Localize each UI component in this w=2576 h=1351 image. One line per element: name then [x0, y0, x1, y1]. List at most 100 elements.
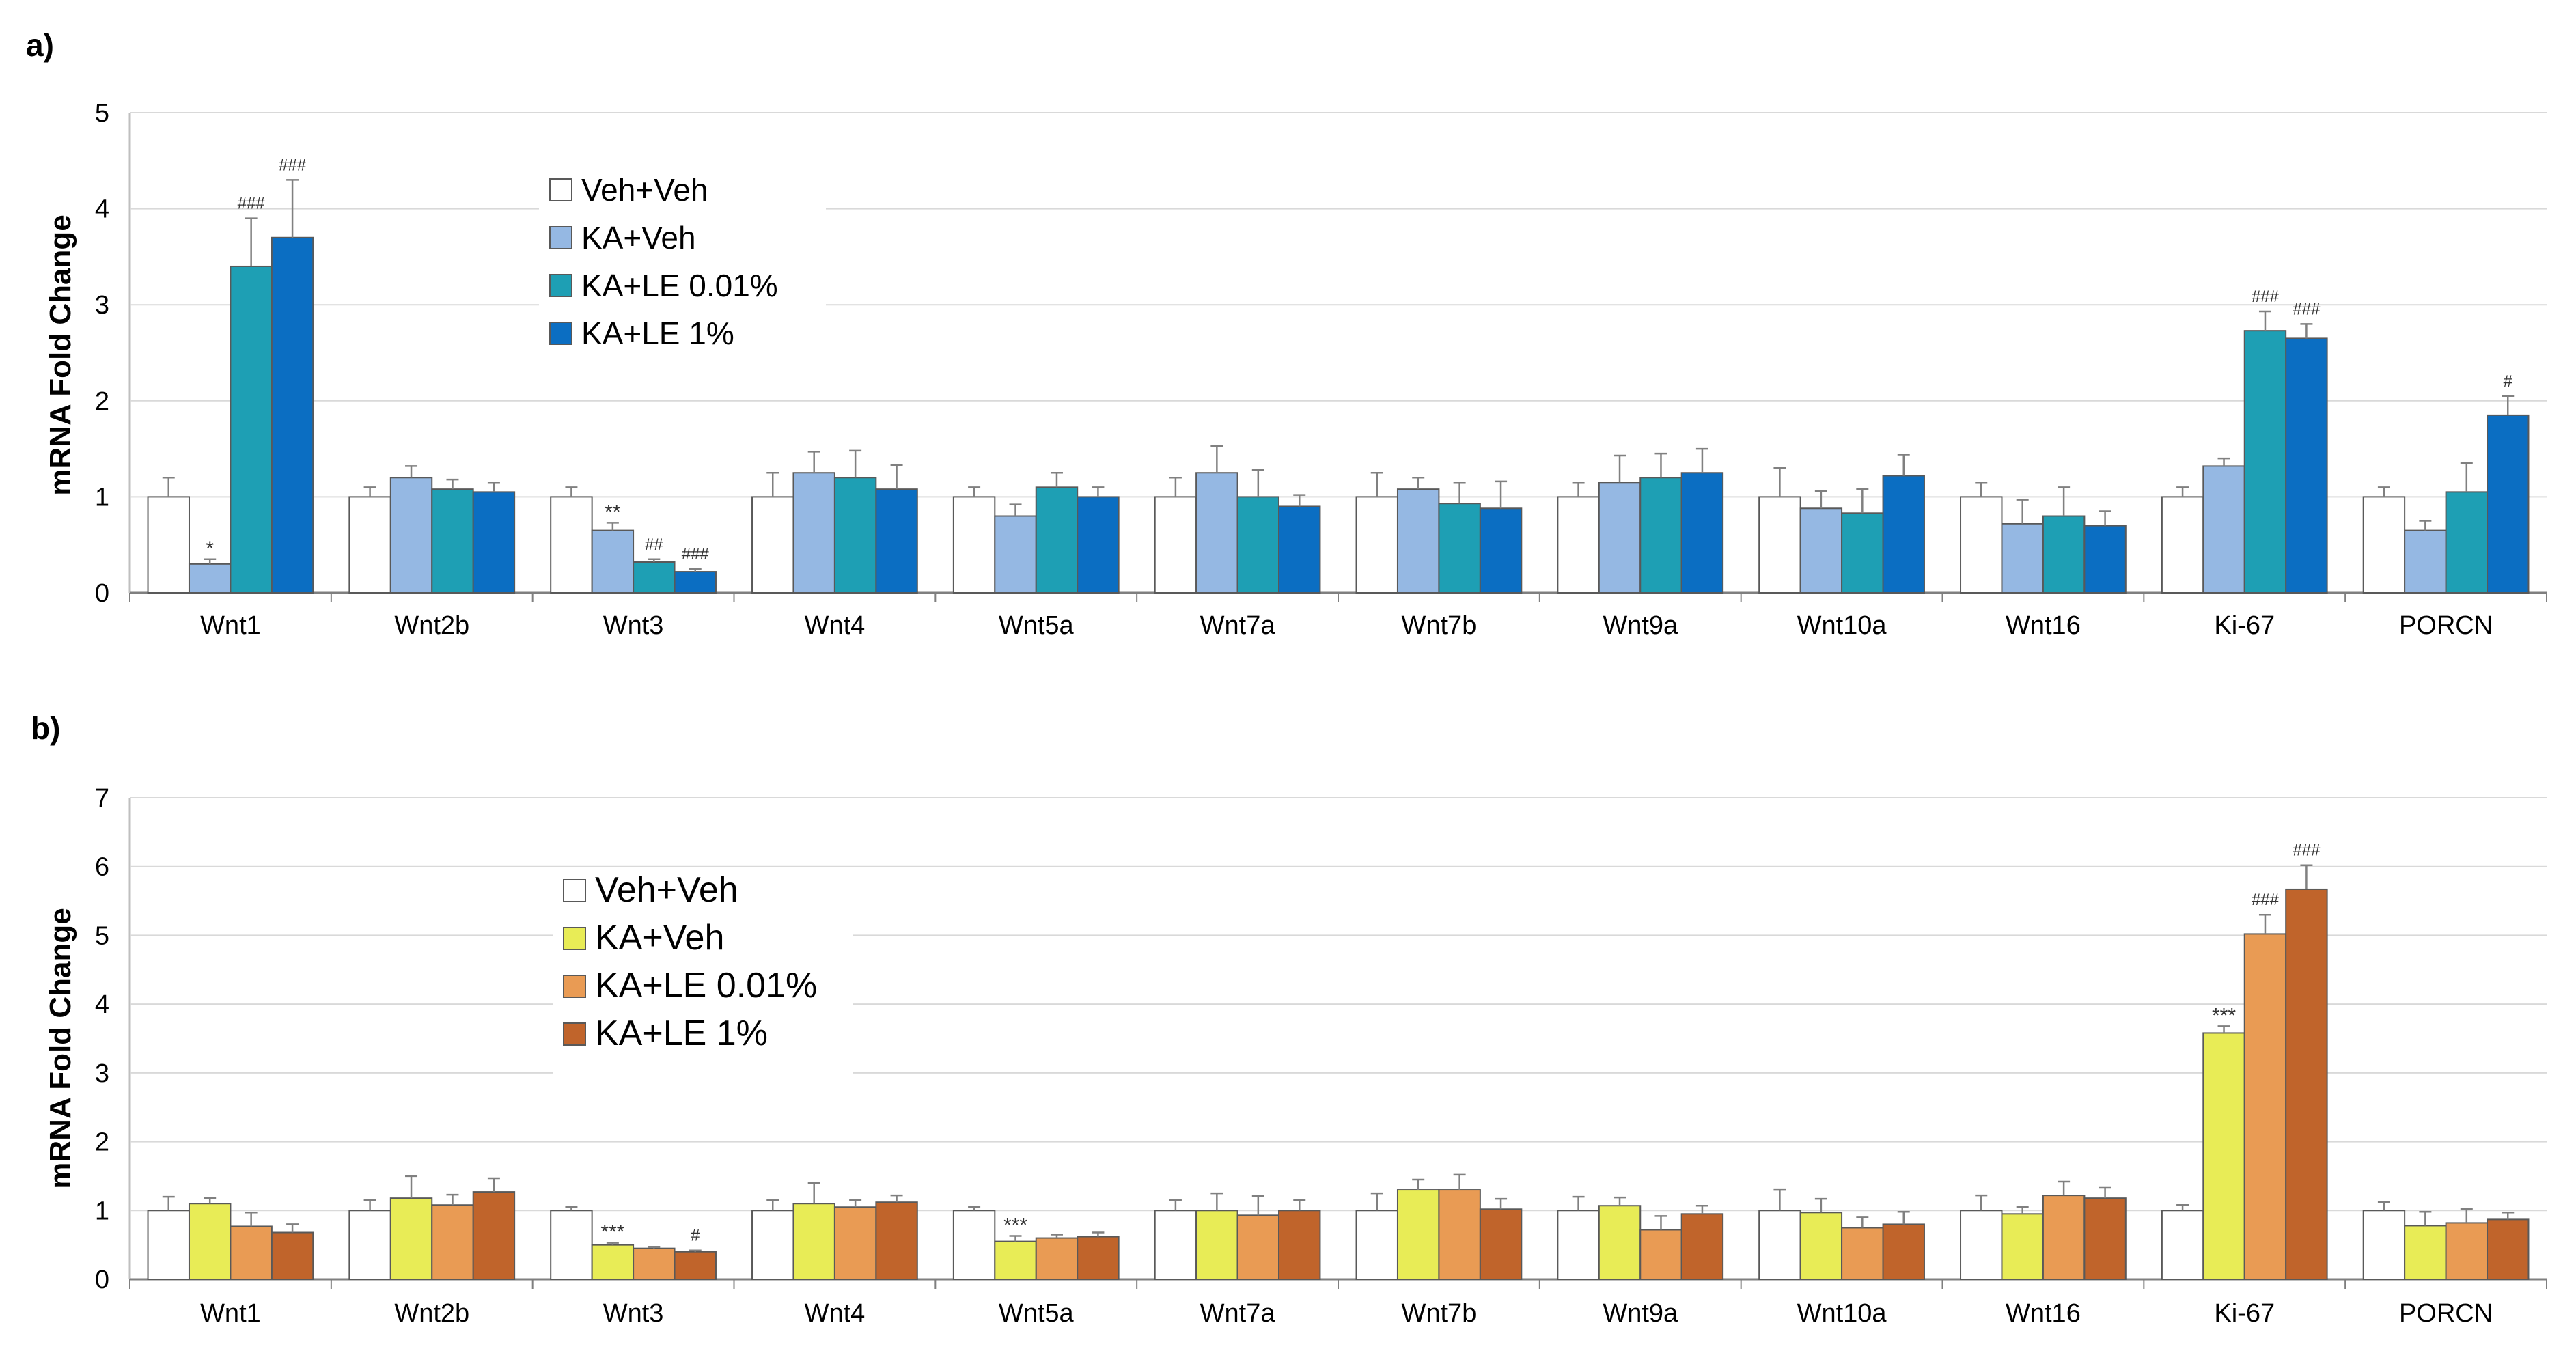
panel-b-legend-label: KA+Veh — [595, 918, 724, 958]
panel-a-x-tick-label: Wnt4 — [805, 611, 865, 640]
panel-b-bar — [1557, 1210, 1600, 1281]
panel-a-bar — [1799, 507, 1843, 594]
panel-b-bar — [1841, 1227, 1884, 1280]
panel-a-bar — [472, 491, 516, 594]
panel-b-bar — [431, 1204, 474, 1280]
panel-a-legend-label: KA+LE 1% — [581, 316, 734, 351]
panel-b-x-tick-label: PORCN — [2399, 1299, 2493, 1328]
panel-b-bar — [271, 1231, 314, 1280]
panel-a-bar — [188, 563, 232, 594]
panel-a-bar — [271, 236, 314, 594]
panel-b-y-axis-label: mRNA Fold Change — [44, 908, 77, 1188]
panel-b-bar — [2083, 1197, 2127, 1280]
panel-b-bar — [2202, 1032, 2245, 1280]
panel-a-bar — [2083, 525, 2127, 594]
panel-a-y-tick-label: 5 — [95, 99, 109, 128]
panel-a-bar — [2001, 523, 2044, 594]
panel-b-y-tick-label: 5 — [95, 921, 109, 950]
panel-b-bar — [1035, 1237, 1079, 1280]
panel-a-legend-swatch — [549, 322, 572, 345]
panel-b-bar — [2001, 1213, 2044, 1280]
panel-a-y-tick-label: 4 — [95, 195, 109, 224]
panel-b-legend-label: KA+LE 1% — [595, 1014, 768, 1053]
panel-b-x-tick-label: Wnt7b — [1402, 1299, 1477, 1328]
panel-b-legend-swatch — [563, 927, 586, 950]
panel-a-significance-label: ### — [2252, 288, 2280, 306]
panel-b-chart: b) mRNA Fold Change 0 1 2 3 4 5 6 7 Wnt1 Wnt2b Wnt… — [31, 710, 2547, 1328]
panel-a-bar — [1479, 507, 1523, 594]
panel-b-x-tick-label: Wnt9a — [1603, 1299, 1678, 1328]
panel-b-bar — [1479, 1208, 1523, 1281]
panel-a-bar — [1355, 496, 1398, 594]
panel-a-legend-label: Veh+Veh — [581, 172, 708, 208]
panel-b-bar — [2243, 933, 2287, 1281]
panel-b-legend-label: KA+LE 0.01% — [595, 966, 817, 1005]
panel-b-bar — [1882, 1223, 1925, 1281]
panel-a-significance-label: ### — [2293, 300, 2321, 318]
panel-a-bar — [1758, 496, 1801, 594]
panel-b-bar — [591, 1244, 635, 1280]
panel-b-significance-label: *** — [2212, 1004, 2236, 1027]
panel-b-bar — [1680, 1213, 1724, 1280]
panel-b-significance-label: ### — [2293, 841, 2321, 860]
panel-b-y-tick-label: 2 — [95, 1128, 109, 1157]
panel-a-y-tick-label: 3 — [95, 291, 109, 320]
panel-b-bar — [875, 1201, 918, 1280]
panel-b-bar — [1396, 1189, 1440, 1280]
panel-b-bar — [1799, 1212, 1843, 1280]
panel-b-bar — [1278, 1210, 1321, 1281]
panel-a-legend-background — [539, 169, 826, 374]
panel-a-x-tick-label: Wnt2b — [394, 611, 469, 640]
panel-b-x-tick-label: Wnt3 — [603, 1299, 664, 1328]
panel-b-bar — [1960, 1210, 2003, 1281]
panel-a-x-tick-label: Wnt10a — [1797, 611, 1887, 640]
panel-a-bar — [431, 488, 474, 594]
panel-b-bar — [2445, 1222, 2489, 1281]
panel-a-legend-swatch — [549, 178, 572, 201]
panel-a-x-tick-label: Wnt7a — [1200, 611, 1276, 640]
panel-a-bar — [875, 488, 918, 594]
panel-a-bar — [833, 477, 877, 594]
panel-b-significance-label: *** — [600, 1221, 624, 1244]
panel-b-significance-label: *** — [1003, 1214, 1027, 1237]
panel-b-y-tick-label: 7 — [95, 784, 109, 813]
panel-a-bar — [348, 496, 391, 594]
panel-b-bar — [389, 1197, 433, 1280]
panel-b-bar — [633, 1247, 676, 1281]
panel-b-bar — [751, 1210, 794, 1281]
panel-b-bar — [792, 1203, 835, 1280]
panel-a-bar — [2487, 414, 2530, 594]
panel-a-bar — [2362, 496, 2406, 594]
panel-b-y-tick-label: 1 — [95, 1197, 109, 1225]
panel-a-bar — [1557, 496, 1600, 594]
panel-b-y-tick-label: 3 — [95, 1059, 109, 1088]
panel-b-label: b) — [31, 710, 60, 746]
panel-b-bar — [1077, 1236, 1120, 1280]
panel-a-y-axis-label: mRNA Fold Change — [44, 214, 77, 495]
panel-b-x-tick-label: Wnt4 — [805, 1299, 865, 1328]
panel-a-significance-label: ** — [605, 501, 621, 523]
panel-a-significance-label: * — [206, 538, 214, 560]
panel-b-x-tick-label: Wnt16 — [2006, 1299, 2081, 1328]
panel-b-bar — [1154, 1210, 1197, 1281]
panel-b-legend-swatch — [563, 879, 586, 902]
panel-a-bar — [1195, 472, 1238, 594]
panel-a-legend-label: KA+Veh — [581, 220, 696, 255]
panel-b-bar — [1355, 1210, 1398, 1281]
panel-b-x-tick-label: Wnt2b — [394, 1299, 469, 1328]
panel-a-bar — [1598, 482, 1642, 594]
panel-a-x-tick-label: Wnt7b — [1402, 611, 1477, 640]
panel-b-bar — [472, 1191, 516, 1281]
panel-b-bar — [833, 1206, 877, 1280]
panel-b-bar — [1758, 1210, 1801, 1281]
panel-a-x-tick-label: Wnt1 — [200, 611, 261, 640]
panel-a-chart: a) mRNA Fold Change 012345Wnt1*######Wnt… — [26, 27, 2547, 640]
panel-a-x-tick-label: PORCN — [2399, 611, 2493, 640]
panel-b-bar — [2042, 1195, 2086, 1280]
panel-b-y-tick-label: 0 — [95, 1266, 109, 1294]
panel-a-x-tick-label: Ki-67 — [2214, 611, 2275, 640]
panel-a-bar — [591, 529, 635, 594]
panel-a-bar — [1438, 503, 1481, 594]
panel-a-bar — [1960, 496, 2003, 594]
